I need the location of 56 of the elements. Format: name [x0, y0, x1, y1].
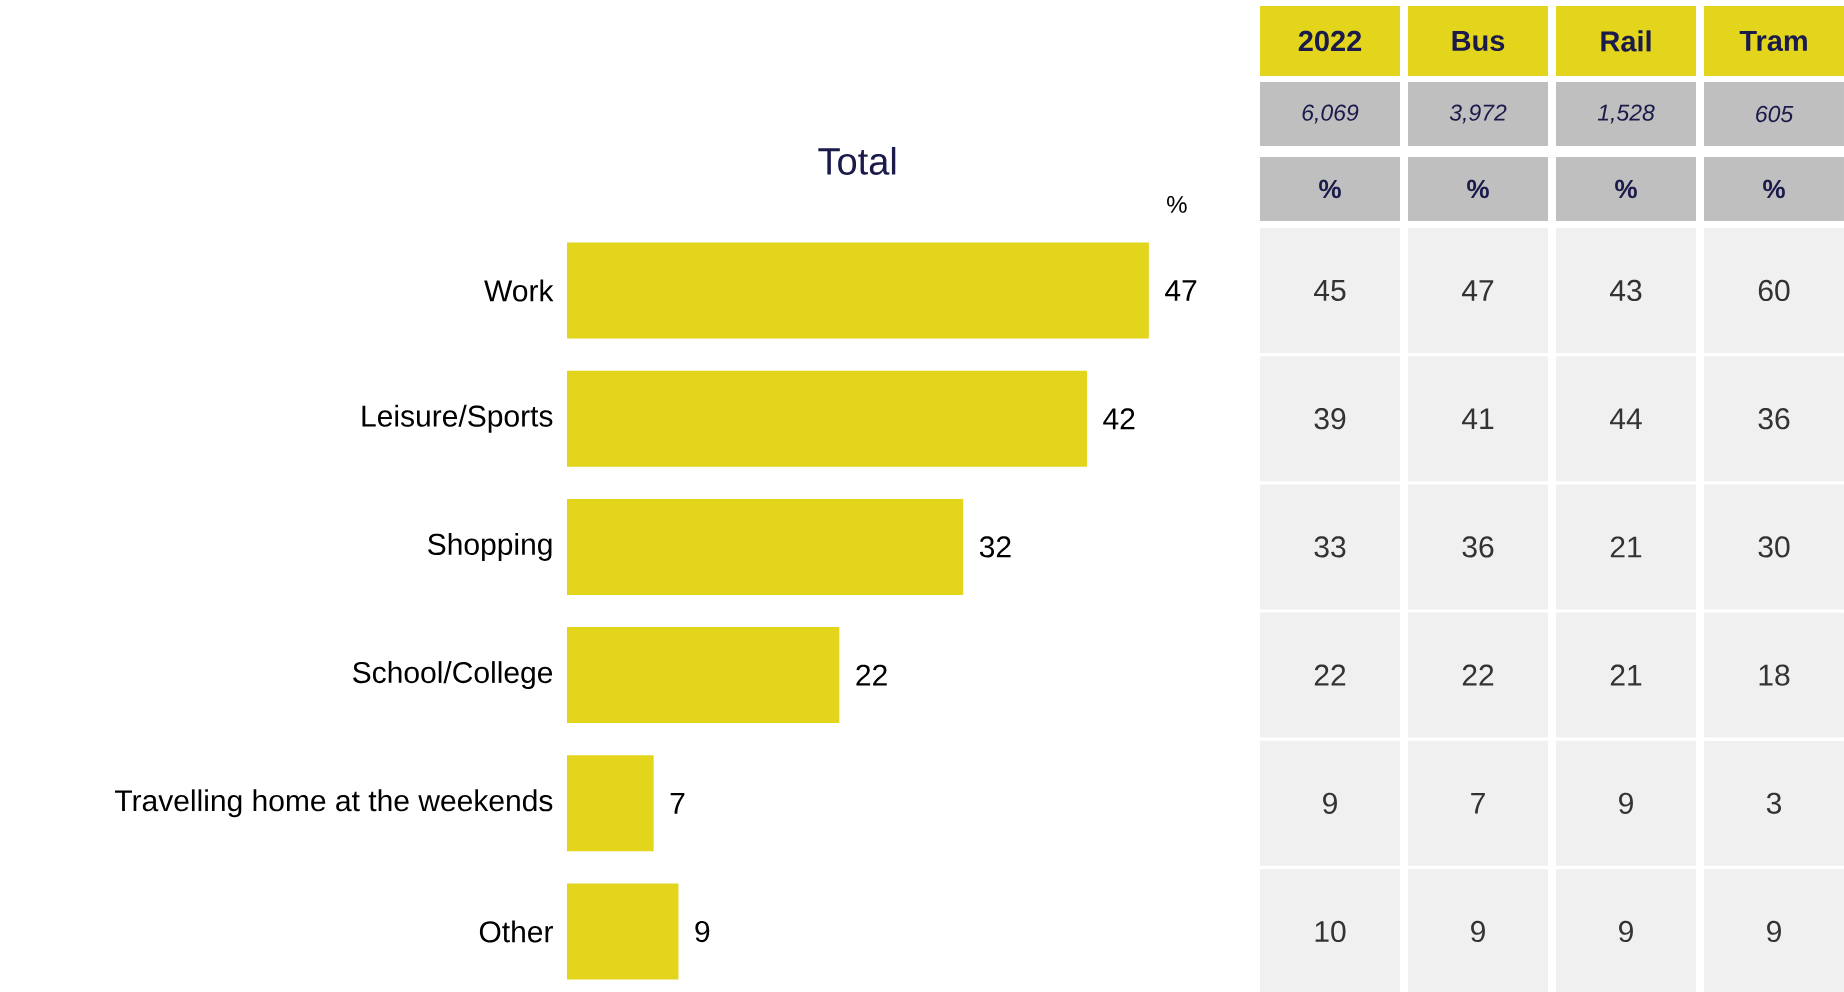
text: Rail [1601, 30, 1651, 52]
bar [567, 498, 964, 595]
text: 1,528 [1597, 104, 1655, 124]
text: 18 [1759, 664, 1790, 686]
bar [567, 627, 840, 724]
text: % [1763, 179, 1785, 199]
y-tick-label: School/College [353, 661, 553, 690]
text: % [1167, 196, 1187, 213]
data-label: 47 [1165, 280, 1197, 301]
text: Tram [1739, 30, 1807, 52]
y-tick-label: Work [484, 279, 554, 302]
text: 6,069 [1302, 104, 1359, 124]
chart-title: Total [818, 146, 896, 175]
text: 2022 [1298, 30, 1362, 52]
text: 3,972 [1449, 104, 1507, 124]
text: 10 [1315, 920, 1346, 943]
text: 36 [1758, 408, 1790, 430]
text: 605 [1756, 105, 1794, 123]
y-tick-label: Leisure/Sports [362, 404, 553, 433]
data-label: 32 [979, 536, 1011, 558]
text: 9 [1767, 920, 1781, 943]
text: 43 [1610, 279, 1642, 302]
data-label: 22 [856, 664, 887, 686]
text: 44 [1610, 408, 1642, 430]
text: 39 [1314, 408, 1346, 430]
text: 21 [1610, 664, 1642, 686]
text: 36 [1462, 536, 1494, 558]
text: 33 [1314, 536, 1346, 558]
data-label: 9 [695, 920, 710, 943]
text: 9 [1619, 792, 1633, 814]
y-tick-label: Travelling home at the weekends [115, 789, 553, 818]
data-label: 42 [1103, 408, 1135, 430]
data-label: 7 [670, 792, 685, 814]
text: 21 [1610, 536, 1642, 558]
text: 47 [1462, 280, 1494, 301]
text: 9 [1323, 792, 1337, 814]
text: 41 [1462, 408, 1494, 430]
text: % [1615, 179, 1637, 199]
text: 45 [1314, 280, 1346, 301]
text: 22 [1462, 664, 1494, 686]
bar [567, 370, 1087, 467]
bar [567, 883, 679, 980]
y-tick-label: Shopping [428, 532, 552, 561]
text: % [1319, 179, 1341, 199]
text: 3 [1766, 792, 1782, 814]
y-tick-label: Other [479, 920, 553, 943]
text: 9 [1619, 920, 1633, 943]
text: 60 [1758, 279, 1790, 302]
text: Bus [1452, 30, 1505, 52]
text: 7 [1471, 792, 1485, 814]
text: 9 [1471, 920, 1485, 943]
bar [567, 242, 1149, 339]
text: % [1467, 179, 1489, 199]
text: 22 [1314, 664, 1346, 686]
text: 30 [1758, 536, 1790, 558]
bar [567, 755, 654, 852]
